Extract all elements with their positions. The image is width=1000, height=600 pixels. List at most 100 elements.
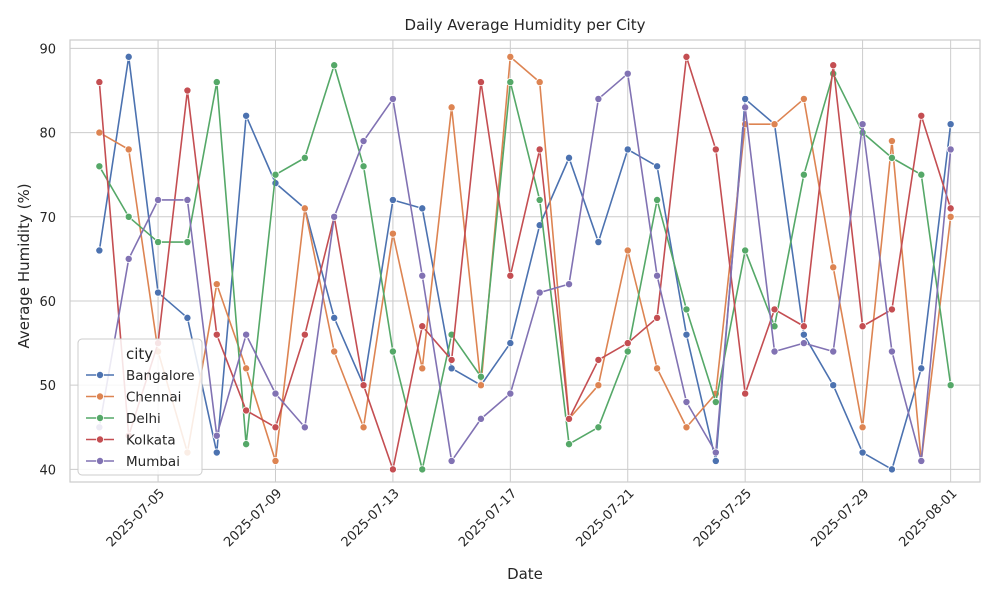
data-point (388, 229, 397, 238)
series-layer (95, 52, 955, 474)
data-point (741, 389, 750, 398)
data-point (506, 78, 515, 87)
data-point (418, 465, 427, 474)
data-point (154, 238, 163, 247)
data-point (565, 440, 574, 449)
data-point (917, 170, 926, 179)
legend-item: Chennai (86, 390, 181, 406)
legend-box (77, 338, 203, 476)
data-point (95, 246, 104, 255)
data-point (359, 381, 368, 390)
data-point (506, 271, 515, 280)
legend-swatch-marker (96, 392, 105, 401)
data-point (653, 313, 662, 322)
legend-label: Mumbai (126, 454, 180, 470)
legend-label: Kolkata (126, 433, 176, 449)
data-point (829, 61, 838, 70)
legend-swatch-marker (96, 413, 105, 422)
data-point (154, 288, 163, 297)
data-point (711, 398, 720, 407)
data-point (594, 423, 603, 432)
data-point (653, 162, 662, 171)
data-point (594, 94, 603, 103)
data-point (418, 322, 427, 331)
data-point (476, 381, 485, 390)
y-tick-label: 40 (39, 463, 56, 478)
legend-swatch-marker (96, 435, 105, 444)
data-point (653, 364, 662, 373)
data-point (682, 398, 691, 407)
data-point (300, 204, 309, 213)
legend-swatch-marker (96, 456, 105, 465)
data-point (917, 456, 926, 465)
data-point (741, 103, 750, 112)
data-point (682, 52, 691, 61)
data-point (858, 448, 867, 457)
data-point (330, 212, 339, 221)
data-point (535, 145, 544, 154)
data-point (711, 145, 720, 154)
data-point (887, 305, 896, 314)
data-point (330, 347, 339, 356)
x-axis-title: Date (507, 565, 543, 583)
data-point (300, 423, 309, 432)
data-point (154, 195, 163, 204)
data-point (711, 448, 720, 457)
legend-label: Chennai (126, 390, 181, 406)
data-point (124, 254, 133, 263)
data-point (124, 212, 133, 221)
data-point (565, 280, 574, 289)
data-point (242, 330, 251, 339)
data-point (682, 305, 691, 314)
data-point (359, 137, 368, 146)
data-point (271, 456, 280, 465)
legend-item: Bangalore (86, 368, 195, 384)
data-point (271, 389, 280, 398)
data-point (770, 305, 779, 314)
y-tick-label: 80 (39, 127, 56, 142)
data-point (741, 94, 750, 103)
y-axis-ticks: 40 50 60 70 80 90 (39, 42, 56, 478)
legend-label: Bangalore (126, 368, 195, 384)
data-point (242, 440, 251, 449)
data-point (858, 322, 867, 331)
legend-item: Kolkata (86, 433, 176, 449)
data-point (829, 263, 838, 272)
legend-title: city (126, 345, 153, 363)
data-point (829, 347, 838, 356)
data-point (300, 153, 309, 162)
y-tick-label: 60 (39, 295, 56, 310)
data-point (594, 355, 603, 364)
data-point (418, 204, 427, 213)
data-point (506, 52, 515, 61)
series-line-mumbai (98, 72, 952, 462)
legend-item: Delhi (86, 411, 161, 427)
data-point (124, 145, 133, 154)
data-point (917, 364, 926, 373)
data-point (330, 61, 339, 70)
data-point (271, 170, 280, 179)
data-point (594, 238, 603, 247)
data-point (447, 355, 456, 364)
series-kolkata (95, 52, 955, 474)
data-point (95, 78, 104, 87)
grid-lines (70, 40, 980, 482)
data-point (623, 145, 632, 154)
data-point (447, 456, 456, 465)
data-point (770, 120, 779, 129)
data-point (623, 246, 632, 255)
data-point (95, 128, 104, 137)
data-point (682, 423, 691, 432)
data-point (799, 330, 808, 339)
chart-title: Daily Average Humidity per City (405, 16, 646, 34)
legend-item: Mumbai (86, 454, 180, 470)
data-point (799, 94, 808, 103)
data-point (946, 120, 955, 129)
data-point (212, 330, 221, 339)
data-point (388, 94, 397, 103)
data-point (799, 339, 808, 348)
legend: city Bangalore Chennai Delhi Kolkata Mumbai (77, 338, 203, 476)
y-tick-label: 50 (39, 379, 56, 394)
data-point (359, 162, 368, 171)
